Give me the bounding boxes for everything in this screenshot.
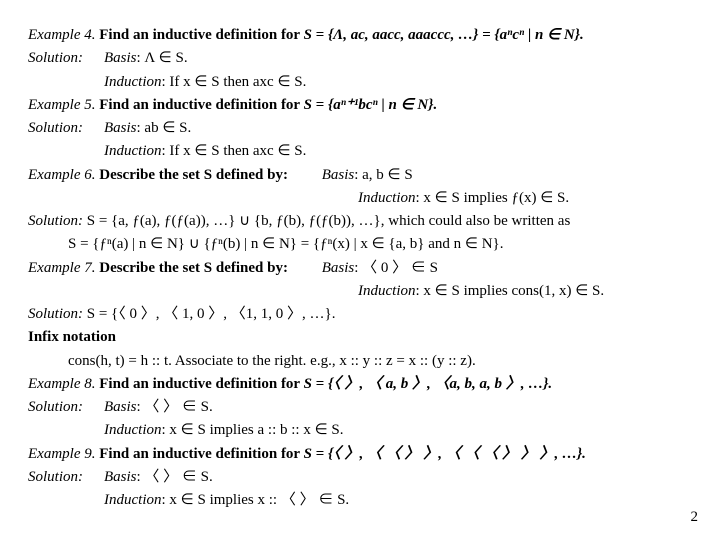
ex9-basis-rest: : 〈 〉 ∈ S. [137,469,213,485]
ex9-ind-label: Induction [104,492,162,508]
example-8-title: Example 8. Find an inductive definition … [28,373,692,396]
ex9-ind-rest: : x ∈ S implies x :: 〈 〉 ∈ S. [162,492,350,508]
ex9-rest: Find an inductive definition for [95,446,303,462]
ex9-induction: Induction: x ∈ S implies x :: 〈 〉 ∈ S. [28,489,692,512]
ex4-basis-rest: : Λ ∈ S. [137,50,188,66]
ex6-basis-rest: : a, b ∈ S [354,167,412,183]
ex6-basis-label: Basis [322,167,355,183]
ex4-set: S = {Λ, ac, aacc, aaaccc, …} = {aⁿcⁿ | n… [304,27,584,43]
ex5-prefix: Example 5. [28,97,95,113]
ex5-rest: Find an inductive definition for [95,97,303,113]
example-9-title: Example 9. Find an inductive definition … [28,443,692,466]
ex6-ind-rest: : x ∈ S implies ƒ(x) ∈ S. [416,190,570,206]
ex8-induction: Induction: x ∈ S implies a :: b :: x ∈ S… [28,419,692,442]
ex5-sol-label: Solution: [28,117,104,140]
ex4-sol-label: Solution: [28,47,104,70]
ex8-set: S = {〈 〉, 〈 a, b 〉, 〈a, b, a, b 〉, …}. [304,376,553,392]
ex9-sol-label: Solution: [28,466,104,489]
ex5-ind-rest: : If x ∈ S then axc ∈ S. [162,143,307,159]
ex7-basis-rest: : 〈 0 〉 ∈ S [354,260,438,276]
ex4-prefix: Example 4. [28,27,95,43]
ex4-rest: Find an inductive definition for [95,27,303,43]
ex8-sol-label: Solution: [28,396,104,419]
ex5-induction: Induction: If x ∈ S then axc ∈ S. [28,140,692,163]
infix-body: cons(h, t) = h :: t. Associate to the ri… [28,350,692,373]
ex6-sol-label: Solution: [28,213,87,229]
ex5-ind-label: Induction [104,143,162,159]
ex9-solution-basis: Solution:Basis: 〈 〉 ∈ S. [28,466,692,489]
example-4-title: Example 4. Find an inductive definition … [28,24,692,47]
ex7-ind-rest: : x ∈ S implies cons(1, x) ∈ S. [416,283,605,299]
ex8-ind-rest: : x ∈ S implies a :: b :: x ∈ S. [162,422,344,438]
ex7-sol-label: Solution: [28,306,87,322]
ex4-ind-rest: : If x ∈ S then axc ∈ S. [162,74,307,90]
example-5-title: Example 5. Find an inductive definition … [28,94,692,117]
ex6-rest: Describe the set S defined by: [95,167,287,183]
ex4-ind-label: Induction [104,74,162,90]
page-number: 2 [691,509,699,526]
ex7-induction: Induction: x ∈ S implies cons(1, x) ∈ S. [28,280,692,303]
ex7-rest: Describe the set S defined by: [95,260,287,276]
ex9-set: S = {〈 〉, 〈 〈 〉 〉, 〈 〈 〈 〉 〉 〉, …}. [304,446,586,462]
infix-head: Infix notation [28,329,116,345]
infix-heading: Infix notation [28,326,692,349]
ex9-prefix: Example 9. [28,446,95,462]
example-6-title: Example 6. Describe the set S defined by… [28,164,692,187]
ex5-basis-label: Basis [104,120,137,136]
infix-text: cons(h, t) = h :: t. Associate to the ri… [68,353,476,369]
ex8-ind-label: Induction [104,422,162,438]
ex7-solution: Solution: S = {〈 0 〉, 〈 1, 0 〉, 〈1, 1, 0… [28,303,692,326]
ex5-basis-rest: : ab ∈ S. [137,120,192,136]
example-7-title: Example 7. Describe the set S defined by… [28,257,692,280]
document-page: Example 4. Find an inductive definition … [0,0,720,512]
ex4-induction: Induction: If x ∈ S then axc ∈ S. [28,71,692,94]
ex7-basis-label: Basis [322,260,355,276]
ex8-solution-basis: Solution:Basis: 〈 〉 ∈ S. [28,396,692,419]
ex6-sol1: S = {a, ƒ(a), ƒ(ƒ(a)), …} ∪ {b, ƒ(b), ƒ(… [87,213,571,229]
ex6-solution-line2: S = {ƒⁿ(a) | n ∈ N} ∪ {ƒⁿ(b) | n ∈ N} = … [28,233,692,256]
ex8-basis-label: Basis [104,399,137,415]
ex6-solution-line1: Solution: S = {a, ƒ(a), ƒ(ƒ(a)), …} ∪ {b… [28,210,692,233]
ex6-ind-label: Induction [358,190,416,206]
ex5-set: S = {aⁿ⁺¹bcⁿ | n ∈ N}. [304,97,438,113]
ex6-induction: Induction: x ∈ S implies ƒ(x) ∈ S. [28,187,692,210]
ex6-sol2: S = {ƒⁿ(a) | n ∈ N} ∪ {ƒⁿ(b) | n ∈ N} = … [68,236,503,252]
ex8-prefix: Example 8. [28,376,95,392]
ex6-prefix: Example 6. [28,167,95,183]
ex4-basis-label: Basis [104,50,137,66]
ex8-rest: Find an inductive definition for [95,376,303,392]
ex7-sol: S = {〈 0 〉, 〈 1, 0 〉, 〈1, 1, 0 〉, …}. [87,306,336,322]
ex7-prefix: Example 7. [28,260,95,276]
ex4-solution-basis: Solution:Basis: Λ ∈ S. [28,47,692,70]
ex5-solution-basis: Solution:Basis: ab ∈ S. [28,117,692,140]
ex9-basis-label: Basis [104,469,137,485]
ex7-ind-label: Induction [358,283,416,299]
ex8-basis-rest: : 〈 〉 ∈ S. [137,399,213,415]
